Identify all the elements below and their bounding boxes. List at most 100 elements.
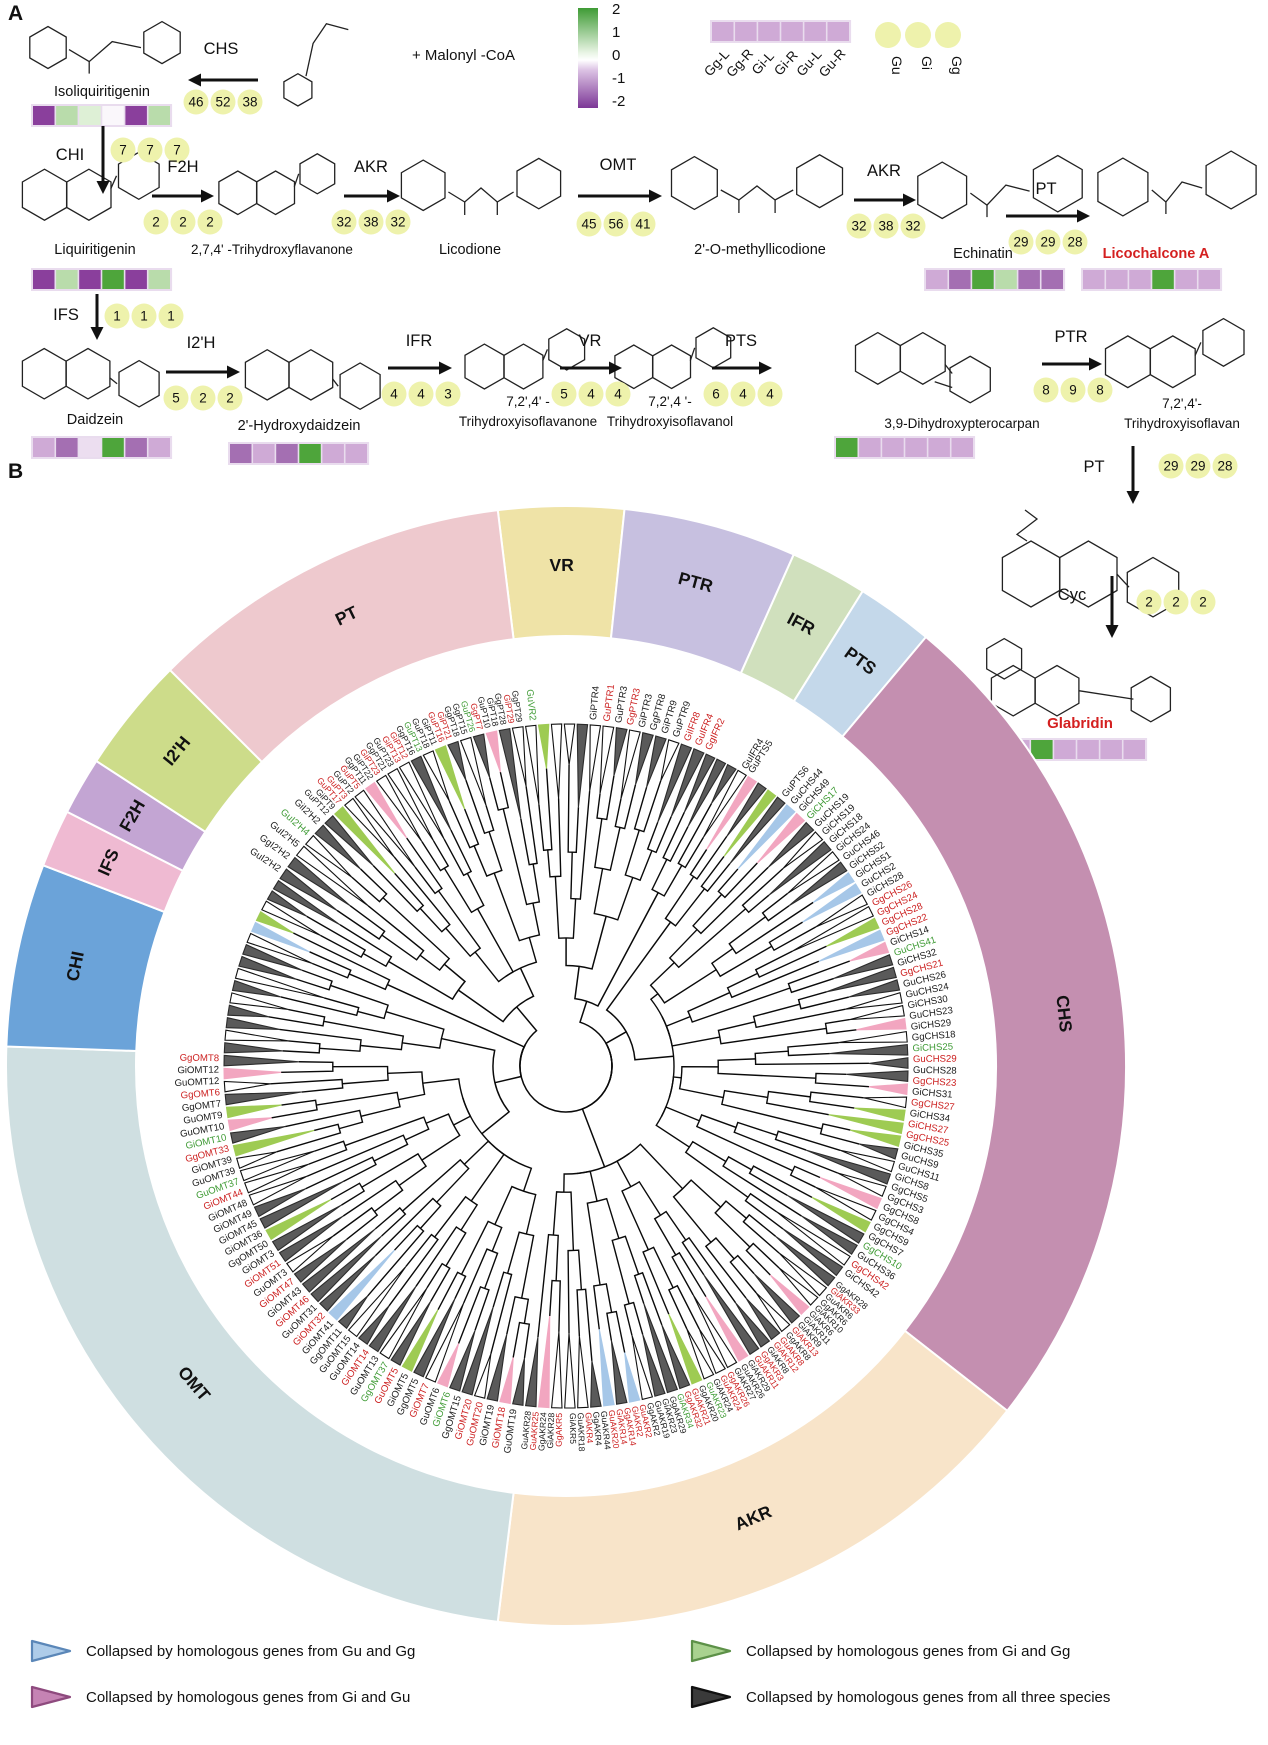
collapsed-clade-triangle xyxy=(775,1235,836,1287)
tree-branch xyxy=(463,1248,499,1304)
tree-branch xyxy=(506,1295,530,1335)
count-badge xyxy=(110,137,136,163)
heatmap-cell xyxy=(79,438,101,457)
count-badge-value: 32 xyxy=(905,219,920,234)
legend-item-blue: Collapsed by homologous genes from Gu an… xyxy=(30,1638,678,1664)
count-badge xyxy=(408,381,434,407)
collapsed-clade-triangle xyxy=(234,967,325,999)
compound-methyllicodione: 2'-O-methyllicodione xyxy=(670,154,844,258)
count-badge-value: 28 xyxy=(1217,459,1232,474)
reaction-pts: PTS 6 4 4 xyxy=(703,332,783,407)
heatmap-cell xyxy=(995,270,1017,289)
tree-branch xyxy=(493,872,541,942)
scale-tick: 0 xyxy=(612,47,620,64)
tree-branch xyxy=(374,1206,407,1237)
heatmap-cell xyxy=(125,438,147,457)
collapsed-clade-triangle xyxy=(792,905,875,952)
collapsed-clade-triangle xyxy=(776,1211,851,1266)
count-badge-value: 8 xyxy=(1042,383,1050,398)
collapsed-clade-triangle xyxy=(634,732,654,785)
heatmap-cell xyxy=(1083,270,1105,289)
heatmap-cell xyxy=(102,438,124,457)
tree-branch xyxy=(554,876,577,939)
tree-branch xyxy=(594,818,621,871)
reaction-vr: VR 5 4 4 xyxy=(551,332,631,407)
compound-name: Liquiritigenin xyxy=(54,242,135,258)
heatmap-cell xyxy=(1175,270,1197,289)
gene-count-badges: 5 2 2 xyxy=(163,385,243,411)
count-badge-value: 4 xyxy=(766,387,774,402)
collapsed-clade-triangle xyxy=(726,782,767,837)
chemical-structure xyxy=(670,154,844,213)
tree-branch xyxy=(280,996,360,1017)
count-badge xyxy=(1212,453,1238,479)
collapsed-clade-triangle xyxy=(737,804,796,870)
collapsed-clade-triangle xyxy=(232,1129,315,1157)
collapsed-clade-triangle xyxy=(846,1070,909,1083)
tree-branch xyxy=(649,962,717,1004)
gene-count-badges: 2 2 2 xyxy=(1136,589,1216,615)
heatmap-cell xyxy=(102,270,124,289)
collapsed-clade-triangle xyxy=(550,723,563,799)
tree-branches xyxy=(268,764,870,1361)
gene-label: GuAKR28 xyxy=(519,1410,533,1450)
tree-branch xyxy=(653,1210,687,1256)
tree-branch xyxy=(519,1044,613,1113)
tree-branch xyxy=(415,1226,467,1287)
tree-branch xyxy=(729,1254,757,1294)
heatmap-cell xyxy=(1031,740,1053,759)
tree-branch xyxy=(797,991,850,1010)
count-badge xyxy=(603,211,629,237)
count-badge xyxy=(385,209,411,235)
collapsed-clade-triangle xyxy=(225,1017,280,1030)
tree-branch xyxy=(570,790,591,900)
tree-branch xyxy=(402,1158,470,1212)
reaction-omt: OMT 45 56 41 xyxy=(576,156,662,237)
compound-name: 7,2',4' - xyxy=(506,394,549,409)
compound-prenylintermediate xyxy=(1001,509,1180,618)
tree-branch xyxy=(473,831,503,877)
collapsed-clade-triangle xyxy=(424,1302,465,1383)
collapsed-clade-triangle xyxy=(802,883,862,923)
collapsed-clade-triangle xyxy=(368,1285,417,1353)
collapsed-triangle-icon xyxy=(30,1685,72,1709)
collapsed-clade-triangle xyxy=(788,861,848,907)
collapsed-clade-triangle xyxy=(293,1238,348,1283)
tree-branch xyxy=(552,1191,575,1251)
tree-branch xyxy=(309,951,352,979)
collapsed-clade-triangle xyxy=(347,1266,407,1338)
reaction-chi: CHI 7 7 7 xyxy=(56,126,190,194)
count-badge xyxy=(551,381,577,407)
tree-sector-PT xyxy=(168,509,515,764)
heatmap-cell xyxy=(276,444,298,463)
collapsed-clade-triangle xyxy=(837,1172,887,1197)
count-badge-value: 38 xyxy=(878,219,893,234)
compound-isoliquiritigenin: Isoliquiritigenin xyxy=(29,20,181,127)
tree-branch xyxy=(741,868,784,914)
gene-label: GiAKR28 xyxy=(545,1412,556,1448)
tree-branch xyxy=(651,859,683,897)
collapsed-clade-triangle xyxy=(499,1357,514,1405)
panel-b-label: B xyxy=(8,460,24,483)
collapsed-clade-triangle xyxy=(390,1300,432,1366)
reaction-ptr: PTR 8 9 8 xyxy=(1033,328,1113,403)
collapsed-clade-triangle xyxy=(387,767,435,842)
chemical-structure xyxy=(400,157,562,215)
compound-name: 2,7,4' -Trihydroxyflavanone xyxy=(191,242,353,257)
column-label: Gi-L xyxy=(749,48,778,77)
tree-branch xyxy=(748,1165,813,1198)
collapsed-clade-triangle xyxy=(767,821,815,868)
tree-branch xyxy=(537,1233,559,1338)
gene-label: GiPT29 xyxy=(502,694,517,725)
collapsed-clade-triangle xyxy=(818,929,885,962)
species-legend: Gu Gi Gg xyxy=(875,22,965,75)
collapsed-clade-triangle xyxy=(706,775,758,850)
collapsed-clade-triangle xyxy=(461,1306,494,1396)
tree-branch xyxy=(367,905,425,961)
count-badge xyxy=(158,303,184,329)
collapsed-clade-triangle xyxy=(868,1083,909,1096)
tree-branch xyxy=(388,960,467,1001)
count-badge-value: 9 xyxy=(1069,383,1077,398)
collapsed-clade-triangle xyxy=(447,740,467,781)
tree-branch xyxy=(700,855,731,893)
